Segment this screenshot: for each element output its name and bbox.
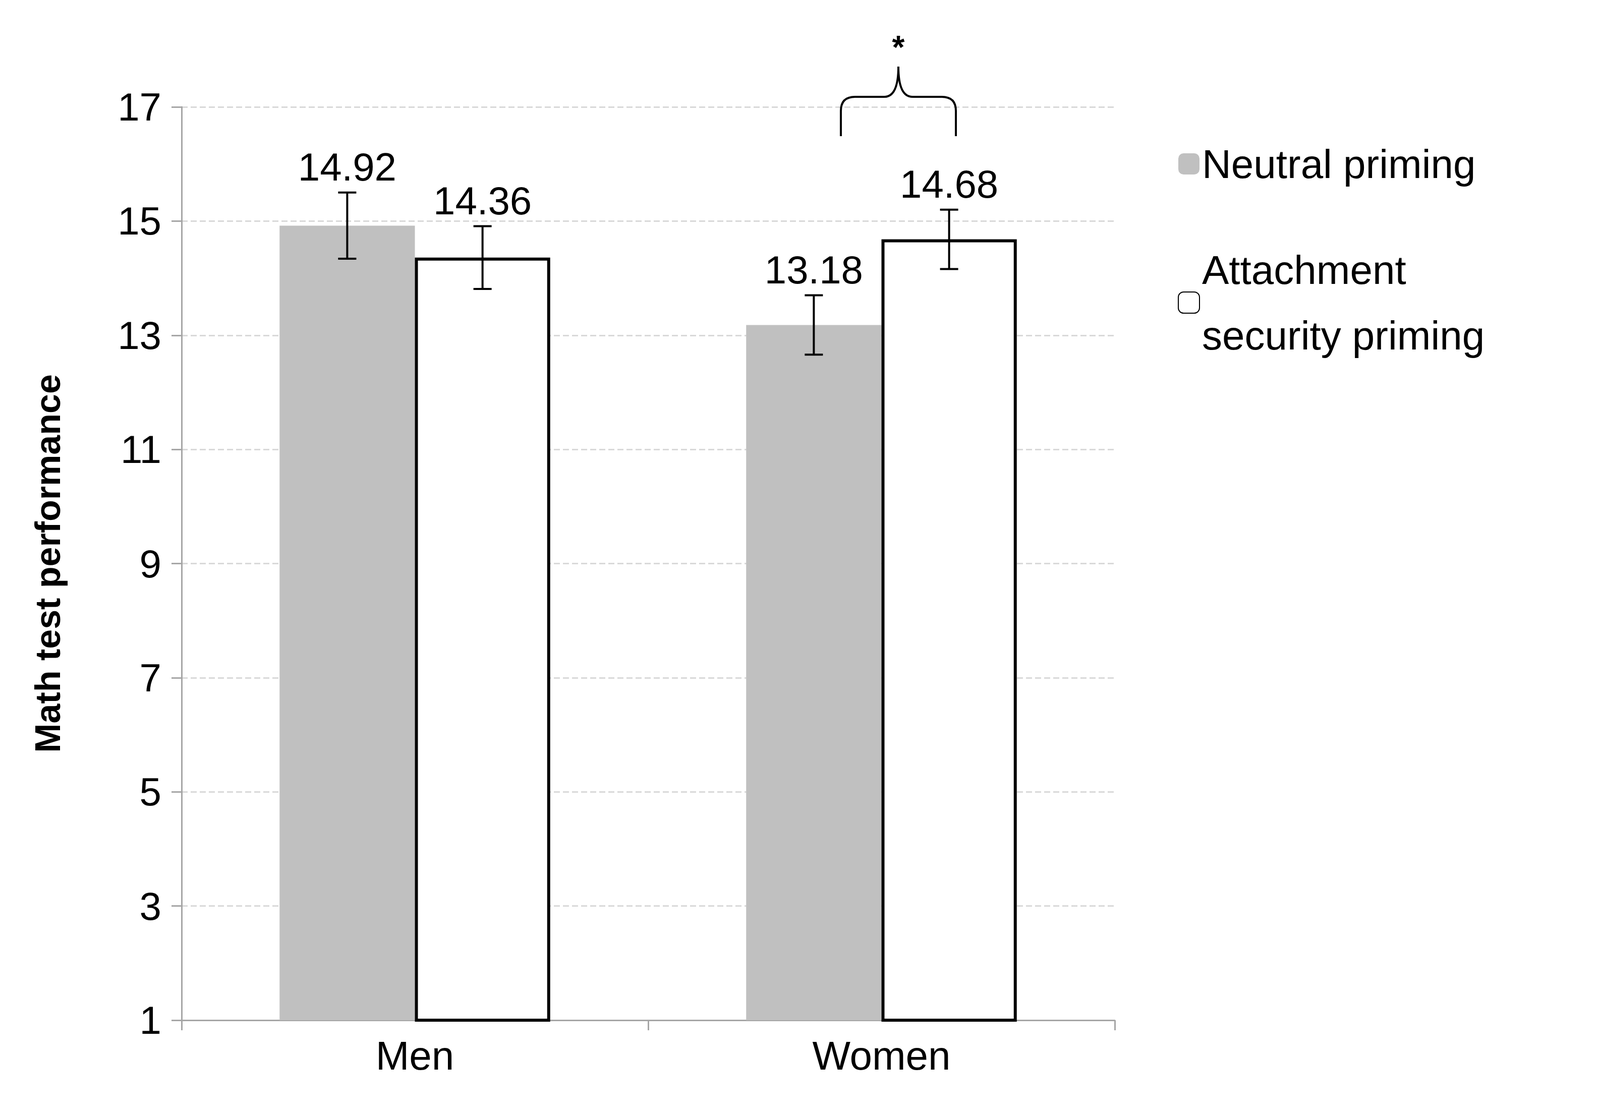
svg-text:15: 15: [117, 198, 162, 244]
svg-text:9: 9: [139, 541, 162, 587]
svg-text:Attachment: Attachment: [1202, 247, 1407, 293]
svg-text:11: 11: [120, 427, 162, 472]
svg-text:13.18: 13.18: [764, 247, 864, 293]
svg-text:Women: Women: [812, 1033, 951, 1079]
svg-text:Neutral priming: Neutral priming: [1202, 141, 1476, 187]
svg-text:14.92: 14.92: [298, 144, 397, 190]
svg-text:17: 17: [117, 84, 162, 130]
svg-text:3: 3: [139, 884, 162, 929]
svg-text:Math test performance: Math test performance: [28, 374, 68, 754]
svg-text:Men: Men: [375, 1033, 455, 1079]
svg-text:13: 13: [117, 313, 162, 358]
svg-text:7: 7: [139, 655, 162, 701]
svg-text:*: *: [892, 29, 905, 66]
svg-text:1: 1: [139, 998, 162, 1043]
svg-text:14.68: 14.68: [899, 161, 999, 207]
svg-text:14.36: 14.36: [433, 178, 532, 223]
svg-text:5: 5: [139, 769, 162, 815]
svg-text:security priming: security priming: [1202, 313, 1485, 359]
